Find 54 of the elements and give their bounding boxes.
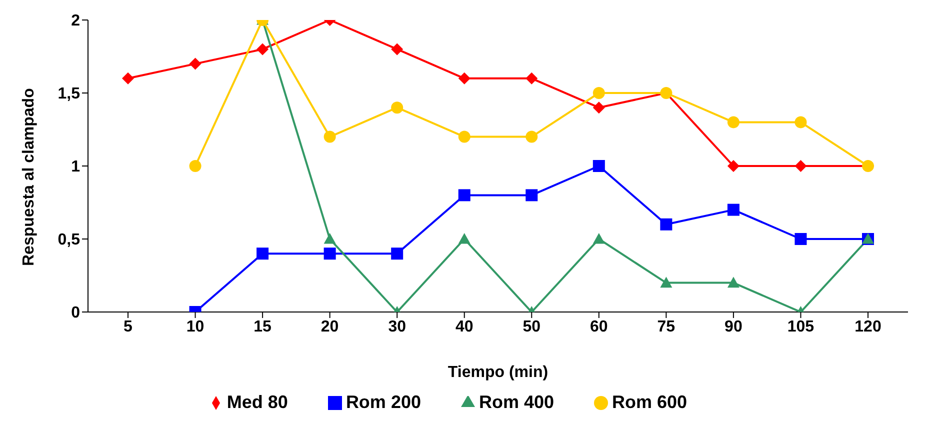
x-axis-title: Tiempo (min) xyxy=(448,364,548,381)
x-tick-label: 75 xyxy=(657,318,676,336)
point xyxy=(794,116,807,128)
point xyxy=(592,102,605,114)
point xyxy=(458,130,470,143)
x-tick-label: 15 xyxy=(254,318,272,336)
x-tick-label: 30 xyxy=(388,318,406,336)
point xyxy=(189,58,202,70)
point xyxy=(592,87,605,99)
legend-label: Med 80 xyxy=(226,392,288,412)
y-tick-label: 2 xyxy=(71,12,80,30)
x-tick-label: 20 xyxy=(320,318,339,336)
point xyxy=(324,233,336,244)
y-tick-label: 1 xyxy=(71,158,80,176)
point xyxy=(458,233,470,244)
y-tick-label: 1,5 xyxy=(58,86,80,103)
x-tick-label: 50 xyxy=(522,318,541,336)
point xyxy=(122,72,134,84)
x-tick-label: 105 xyxy=(787,318,814,336)
point xyxy=(794,233,807,245)
point xyxy=(592,233,605,244)
point xyxy=(526,189,538,202)
point xyxy=(256,43,269,56)
legend-label: Rom 600 xyxy=(612,392,688,412)
point xyxy=(727,116,740,128)
point xyxy=(727,276,740,288)
point xyxy=(189,160,202,172)
legend-label: Rom 400 xyxy=(478,392,554,412)
point xyxy=(526,72,538,84)
x-tick-label: 5 xyxy=(124,318,133,336)
x-tick-label: 60 xyxy=(590,318,608,336)
point xyxy=(391,43,404,56)
point xyxy=(391,248,404,260)
point xyxy=(660,276,672,288)
y-tick-label: 0 xyxy=(71,304,80,322)
point xyxy=(324,248,336,260)
legend-label: Rom 200 xyxy=(346,392,421,412)
x-tick-label: 120 xyxy=(854,318,882,336)
y-tick-label: 0,5 xyxy=(58,232,80,249)
point xyxy=(592,160,605,172)
x-tick-label: 40 xyxy=(455,318,474,336)
y-axis-title: Respuesta al clampado xyxy=(20,88,38,266)
point xyxy=(727,160,740,172)
point xyxy=(727,204,740,216)
x-tick-label: 90 xyxy=(724,318,742,336)
point xyxy=(794,160,807,172)
point xyxy=(526,130,538,143)
point xyxy=(458,72,470,84)
point xyxy=(660,218,672,230)
point xyxy=(256,248,269,260)
point xyxy=(391,102,404,114)
point xyxy=(458,189,470,202)
x-tick-label: 10 xyxy=(186,318,204,336)
point xyxy=(324,130,336,143)
